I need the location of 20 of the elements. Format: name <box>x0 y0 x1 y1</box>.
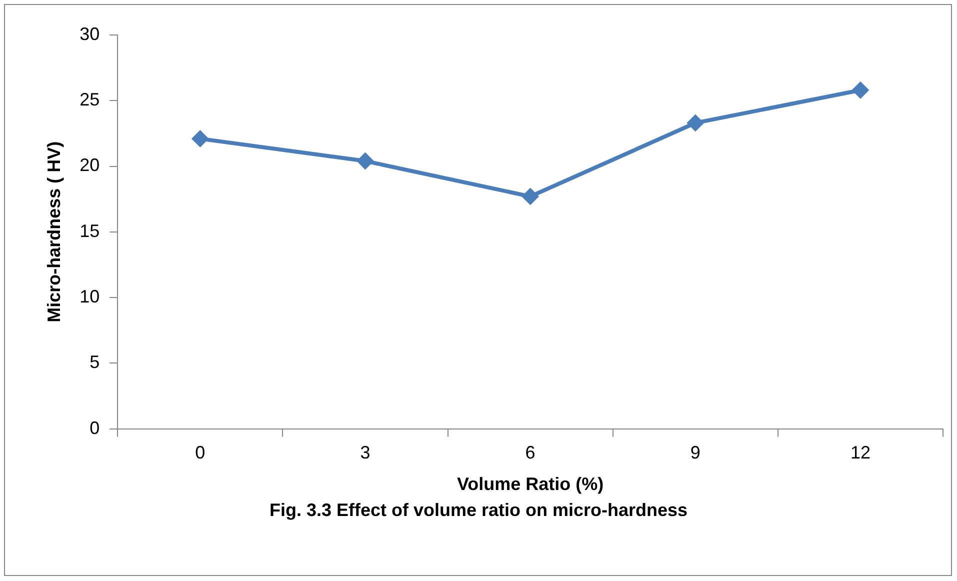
y-tick-label: 20 <box>80 155 100 176</box>
x-tick-label: 6 <box>525 442 536 463</box>
y-tick-label: 30 <box>80 24 100 44</box>
point <box>852 82 869 99</box>
x-tick-label: 9 <box>690 442 700 463</box>
y-tick-label: 5 <box>90 352 100 372</box>
y-axis-title: Micro-hardness ( HV) <box>44 141 64 322</box>
x-tick-label: 0 <box>195 442 206 463</box>
point <box>356 152 374 170</box>
caption: Fig. 3.3 Effect of volume ratio on micro-hardness <box>268 500 689 521</box>
point <box>522 188 539 205</box>
x-tick-label: 3 <box>360 442 370 463</box>
y-tick-label: 10 <box>80 286 100 306</box>
y-tick-label: 25 <box>80 90 100 110</box>
x-tick-label: 12 <box>850 442 870 463</box>
y-tick-label: 15 <box>80 220 100 241</box>
point <box>192 130 209 148</box>
x-axis-title: Volume Ratio (%) <box>456 474 604 494</box>
y-tick-label: 0 <box>90 418 100 438</box>
point <box>686 114 704 132</box>
